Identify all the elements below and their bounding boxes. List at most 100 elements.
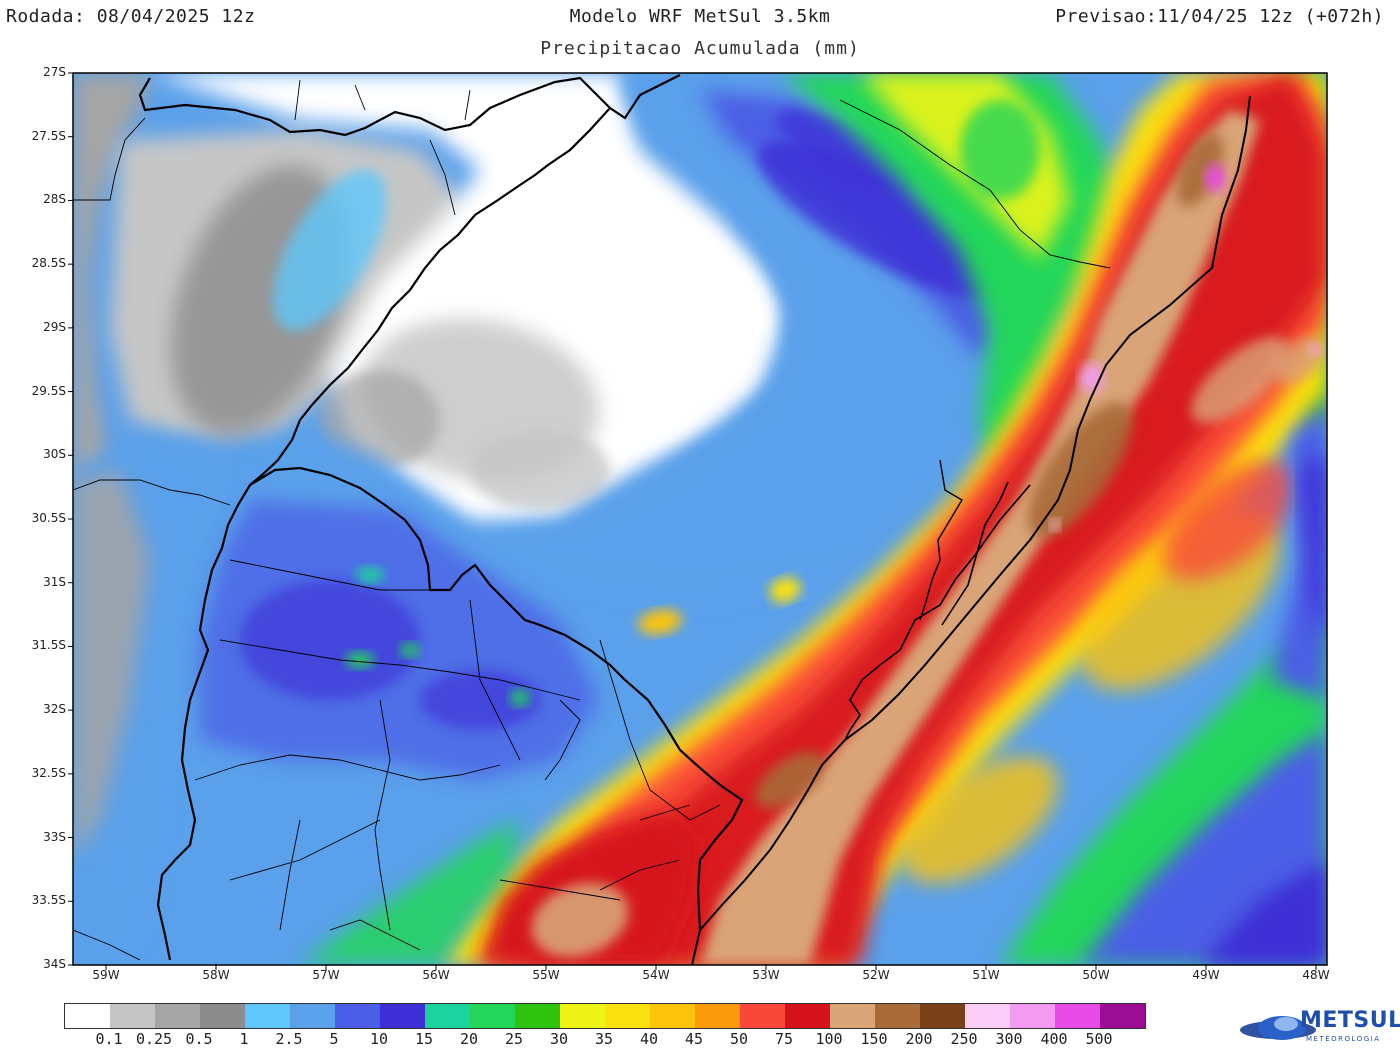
uruguay-brazil-border — [249, 466, 744, 931]
legend-value: 5 — [329, 1030, 339, 1048]
precip-cell — [1163, 460, 1297, 580]
legend-swatch — [335, 1004, 380, 1028]
precip-cell — [1027, 402, 1133, 538]
lat-tick-label: 27S — [43, 65, 66, 79]
lon-tick-label: 53W — [752, 968, 780, 982]
lat-tick-label: 31S — [43, 574, 66, 589]
map-subtitle: Precipitacao Acumulada (mm) — [540, 38, 860, 59]
logo-wordmark: METSUL — [1300, 1008, 1400, 1033]
precip-cell — [531, 882, 629, 958]
lat-tick-label: 30S — [43, 447, 66, 462]
lon-tick-label: 54W — [642, 968, 670, 982]
legend-swatch — [1010, 1004, 1055, 1028]
legend-swatch — [155, 1004, 200, 1028]
legend-value: 100 — [815, 1030, 843, 1048]
precip-cell — [400, 643, 420, 657]
legend-swatch — [470, 1004, 515, 1028]
legend-value: 15 — [414, 1030, 434, 1048]
legend-value: 40 — [639, 1030, 659, 1048]
precip-cell — [510, 690, 530, 706]
precip-cell — [1191, 336, 1289, 424]
legend-swatch — [695, 1004, 740, 1028]
legend-swatch — [290, 1004, 335, 1028]
legend-value: 0.1 — [95, 1030, 123, 1048]
precip-cell — [1205, 164, 1225, 192]
legend-swatch — [965, 1004, 1010, 1028]
lat-tick-label: 30.5S — [31, 511, 66, 525]
legend-swatch — [785, 1004, 830, 1028]
legend-swatch — [830, 1004, 875, 1028]
lon-tick-label: 56W — [422, 968, 450, 982]
lon-tick-label: 55W — [532, 968, 560, 982]
political-boundaries — [73, 74, 1251, 965]
precip-cell — [273, 169, 387, 331]
lon-tick-label: 58W — [202, 968, 230, 982]
precip-cell — [1080, 364, 1104, 392]
legend-value: 0.5 — [185, 1030, 213, 1048]
lagoa-dos-patos-east — [941, 481, 1009, 626]
legend-value: 300 — [995, 1030, 1023, 1048]
precip-cell — [755, 751, 825, 809]
lat-tick-label: 34S — [43, 957, 66, 971]
precip-cell — [1176, 132, 1224, 208]
legend-swatch — [740, 1004, 785, 1028]
precip-contour — [1200, 860, 1327, 965]
precip-contour — [700, 110, 1260, 965]
precip-contour — [73, 73, 150, 480]
legend-value: 75 — [774, 1030, 794, 1048]
precip-contour — [73, 470, 150, 860]
run-date-label: Rodada: 08/04/2025 12z — [6, 6, 256, 27]
lat-tick-label: 31.5S — [31, 638, 66, 653]
lat-tick-label: 33S — [43, 829, 66, 844]
lon-tick-label: 48W — [1302, 968, 1330, 982]
color-scale-legend — [64, 1003, 1146, 1029]
legend-swatch — [245, 1004, 290, 1028]
legend-swatch — [650, 1004, 695, 1028]
precip-cell — [240, 580, 420, 700]
lon-tick-label: 50W — [1082, 968, 1110, 982]
lat-tick-label: 32S — [43, 702, 66, 717]
precip-cell — [420, 670, 540, 730]
lon-tick-label: 51W — [972, 968, 1000, 982]
precip-contour — [1300, 450, 1327, 650]
legend-swatch — [200, 1004, 245, 1028]
legend-value: 25 — [504, 1030, 524, 1048]
lon-tick-label: 57W — [312, 968, 340, 982]
legend-swatch — [65, 1004, 110, 1028]
argentina-brazil-border — [138, 74, 681, 961]
forecast-valid-label: Previsao:11/04/25 12z (+072h) — [1055, 6, 1384, 27]
precip-cell — [470, 430, 610, 510]
precip-contour — [300, 820, 520, 965]
lon-tick-label: 52W — [862, 968, 890, 982]
lat-tick-label: 29S — [43, 319, 66, 334]
legend-value: 50 — [729, 1030, 749, 1048]
lat-tick-label: 29.5S — [31, 383, 66, 398]
legend-value: 400 — [1040, 1030, 1068, 1048]
metsul-logo-icon — [1240, 1016, 1316, 1040]
legend-swatch — [380, 1004, 425, 1028]
legend-swatch — [875, 1004, 920, 1028]
legend-swatch — [515, 1004, 560, 1028]
legend-value: 2.5 — [275, 1030, 303, 1048]
legend-value: 20 — [459, 1030, 479, 1048]
legend-swatch — [1100, 1004, 1145, 1028]
legend-value: 500 — [1085, 1030, 1113, 1048]
legend-value: 200 — [905, 1030, 933, 1048]
precip-cell — [901, 756, 1059, 884]
legend-value: 10 — [369, 1030, 389, 1048]
legend-value: 0.25 — [135, 1030, 173, 1048]
precip-cell — [320, 370, 440, 470]
logo-tagline: METEOROLOGIA — [1306, 1035, 1381, 1043]
precip-cell — [638, 609, 682, 635]
legend-value: 30 — [549, 1030, 569, 1048]
legend-value: 35 — [594, 1030, 614, 1048]
legend-swatch — [920, 1004, 965, 1028]
lagoa-dos-patos-shore — [844, 484, 1031, 741]
legend-swatch — [605, 1004, 650, 1028]
legend-value: 250 — [950, 1030, 978, 1048]
legend-value: 1 — [239, 1030, 249, 1048]
lon-tick-label: 59W — [92, 968, 120, 982]
precip-cell — [356, 567, 384, 583]
precip-cell — [769, 577, 801, 603]
lat-tick-label: 27.5S — [31, 128, 66, 143]
